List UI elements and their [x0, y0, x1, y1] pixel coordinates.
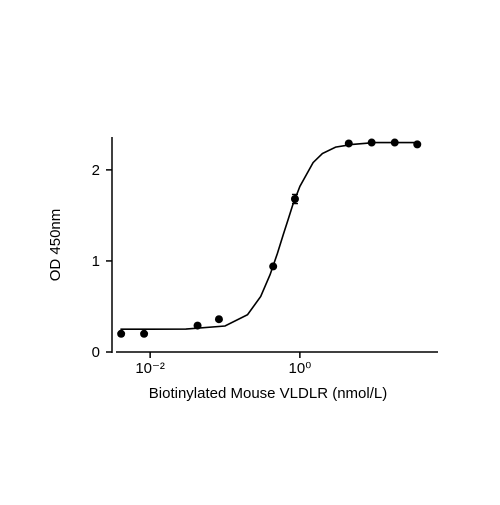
y-tick-label: 0 [92, 344, 100, 361]
data-point [214, 315, 223, 324]
data-point [193, 321, 202, 330]
data-point [344, 139, 353, 148]
y-tick-label: 2 [92, 162, 100, 179]
data-point [413, 140, 422, 149]
x-tick-label: 10⁻² [135, 360, 165, 377]
data-point [269, 262, 278, 271]
data-point [367, 138, 376, 147]
data-point [290, 195, 299, 204]
data-point [140, 329, 149, 338]
data-point [390, 138, 399, 147]
data-point [117, 329, 126, 338]
y-tick-label: 1 [92, 253, 100, 270]
y-axis-title: OD 450nm [47, 209, 64, 282]
x-tick-label: 10⁰ [289, 360, 312, 377]
fit-curve [120, 141, 420, 330]
x-axis-title: Biotinylated Mouse VLDLR (nmol/L) [149, 385, 387, 402]
